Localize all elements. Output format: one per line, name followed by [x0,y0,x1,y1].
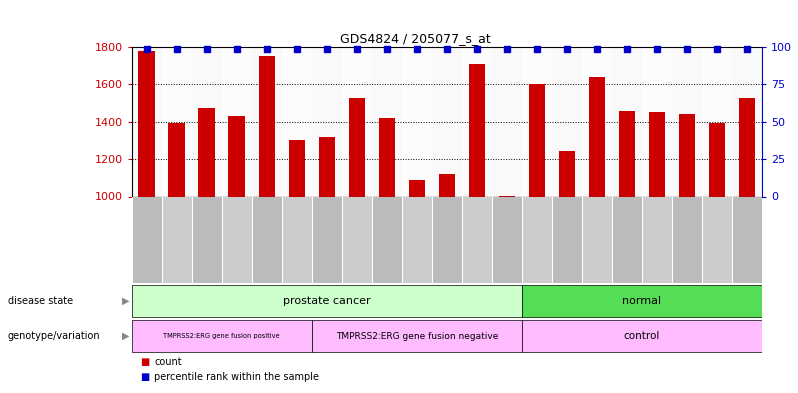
Bar [162,196,192,283]
Bar [702,47,732,196]
Bar [492,47,522,196]
Text: TMPRSS2:ERG gene fusion negative: TMPRSS2:ERG gene fusion negative [336,332,498,340]
Bar [372,47,402,196]
Bar [251,196,282,283]
Text: normal: normal [622,296,662,306]
Bar [372,196,402,283]
Bar [462,196,492,283]
Bar [649,112,666,196]
Bar [552,47,582,196]
Bar [618,111,635,196]
Bar [402,196,432,283]
Bar [462,47,492,196]
Bar [522,285,762,317]
Bar [552,196,582,283]
Bar [589,77,605,196]
Bar [522,320,762,352]
Bar [672,196,702,283]
Bar [612,47,642,196]
Text: ■: ■ [140,356,149,367]
Text: ▶: ▶ [122,296,129,306]
Bar [168,123,185,196]
Text: TMPRSS2:ERG gene fusion positive: TMPRSS2:ERG gene fusion positive [164,333,280,339]
Bar [132,320,312,352]
Bar [672,47,702,196]
Text: genotype/variation: genotype/variation [8,331,101,341]
Bar [342,196,372,283]
Text: control: control [624,331,660,341]
Bar [702,196,732,283]
Bar [492,196,522,283]
Bar [342,47,372,196]
Bar [468,64,485,196]
Bar [251,47,282,196]
Bar [282,47,312,196]
Title: GDS4824 / 205077_s_at: GDS4824 / 205077_s_at [340,31,491,44]
Bar [228,116,245,196]
Text: prostate cancer: prostate cancer [283,296,370,306]
Bar [222,47,251,196]
Bar [612,196,642,283]
Bar [289,140,305,196]
Bar [132,196,162,283]
Text: percentile rank within the sample: percentile rank within the sample [154,372,319,382]
Bar [582,196,612,283]
Bar [582,47,612,196]
Bar [732,47,762,196]
Text: count: count [154,356,182,367]
Bar [432,47,462,196]
Bar [732,196,762,283]
Bar [529,84,545,196]
Bar [132,47,162,196]
Bar [192,47,222,196]
Bar [642,47,672,196]
Bar [312,320,522,352]
Bar [709,123,725,196]
Bar [409,180,425,196]
Bar [318,137,335,196]
Bar [432,196,462,283]
Bar [522,196,552,283]
Bar [378,118,395,196]
Bar [138,51,155,196]
Bar [439,174,455,196]
Bar [312,196,342,283]
Bar [679,114,695,196]
Bar [259,57,275,196]
Bar [192,196,222,283]
Text: ▶: ▶ [122,331,129,341]
Bar [522,47,552,196]
Text: ■: ■ [140,372,149,382]
Bar [282,196,312,283]
Bar [402,47,432,196]
Text: disease state: disease state [8,296,73,306]
Bar [312,47,342,196]
Bar [349,97,365,196]
Bar [739,97,756,196]
Bar [642,196,672,283]
Bar [559,151,575,196]
Bar [222,196,251,283]
Bar [162,47,192,196]
Bar [199,108,215,196]
Bar [132,285,522,317]
